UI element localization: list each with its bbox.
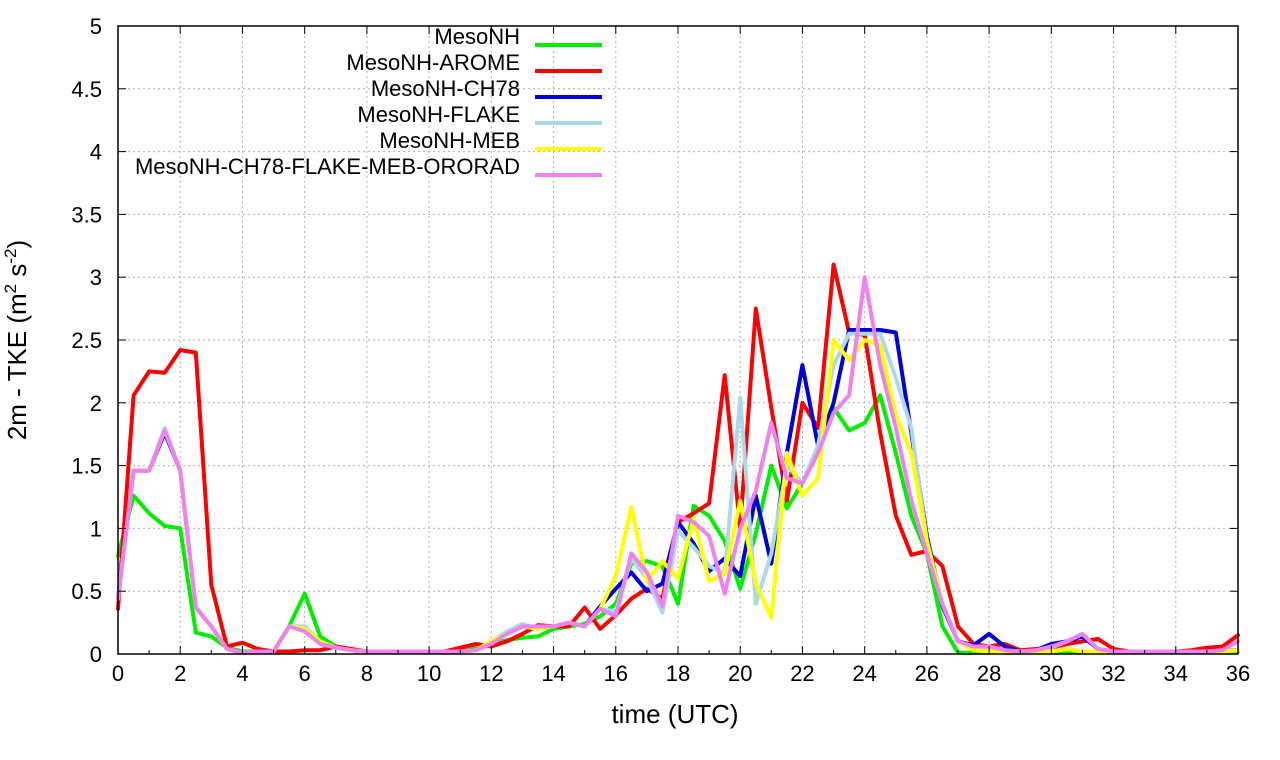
x-tick-label: 28 xyxy=(977,661,1001,686)
legend-label-3: MesoNH-FLAKE xyxy=(357,102,520,127)
legend-label-5: MesoNH-CH78-FLAKE-MEB-ORORAD xyxy=(135,154,520,179)
y-axis-ticks: 0 0.5 1 1.5 2 2.5 3 3.5 4 4.5 5 xyxy=(71,14,1238,667)
y-tick-label: 0 xyxy=(90,642,102,667)
y-tick-label: 0.5 xyxy=(71,579,102,604)
y-tick-label: 4 xyxy=(90,140,102,165)
x-tick-label: 24 xyxy=(852,661,876,686)
y-tick-label: 5 xyxy=(90,14,102,39)
y-axis-title: 2m - TKE (m2 s-2) xyxy=(1,240,32,440)
y-tick-label: 3.5 xyxy=(71,202,102,227)
x-tick-label: 2 xyxy=(174,661,186,686)
y-tick-label: 3 xyxy=(90,265,102,290)
y-axis-title-sup2: -2 xyxy=(1,248,20,263)
grid-lines xyxy=(118,26,1238,654)
x-tick-label: 34 xyxy=(1164,661,1188,686)
x-axis-title: time (UTC) xyxy=(611,699,738,729)
x-tick-label: 14 xyxy=(541,661,565,686)
x-tick-label: 16 xyxy=(604,661,628,686)
y-tick-label: 2.5 xyxy=(71,328,102,353)
y-axis-title-sup1: 2 xyxy=(1,284,20,293)
x-tick-label: 36 xyxy=(1226,661,1250,686)
y-tick-label: 1.5 xyxy=(71,454,102,479)
legend: MesoNHMesoNH-AROMEMesoNH-CH78MesoNH-FLAK… xyxy=(135,24,602,179)
y-tick-label: 4.5 xyxy=(71,77,102,102)
x-tick-label: 4 xyxy=(236,661,248,686)
x-tick-label: 8 xyxy=(361,661,373,686)
x-axis-ticks: 0 2 4 6 8 10 12 14 16 18 20 22 24 26 28 30 32 34 36 xyxy=(112,26,1250,686)
legend-label-0: MesoNH xyxy=(434,24,520,49)
x-tick-label: 6 xyxy=(299,661,311,686)
legend-label-2: MesoNH-CH78 xyxy=(371,76,520,101)
x-tick-label: 12 xyxy=(479,661,503,686)
x-tick-label: 32 xyxy=(1101,661,1125,686)
legend-label-4: MesoNH-MEB xyxy=(379,128,520,153)
x-tick-label: 26 xyxy=(915,661,939,686)
x-tick-label: 22 xyxy=(790,661,814,686)
y-tick-label: 1 xyxy=(90,516,102,541)
x-tick-label: 30 xyxy=(1039,661,1063,686)
y-axis-title-end: ) xyxy=(2,240,32,249)
legend-label-1: MesoNH-AROME xyxy=(346,50,520,75)
x-tick-label: 0 xyxy=(112,661,124,686)
y-axis-title-main: 2m - TKE (m xyxy=(2,293,32,440)
y-tick-label: 2 xyxy=(90,391,102,416)
x-tick-label: 10 xyxy=(417,661,441,686)
x-tick-label: 18 xyxy=(666,661,690,686)
y-axis-title-mid: s xyxy=(2,264,32,284)
x-tick-label: 20 xyxy=(728,661,752,686)
